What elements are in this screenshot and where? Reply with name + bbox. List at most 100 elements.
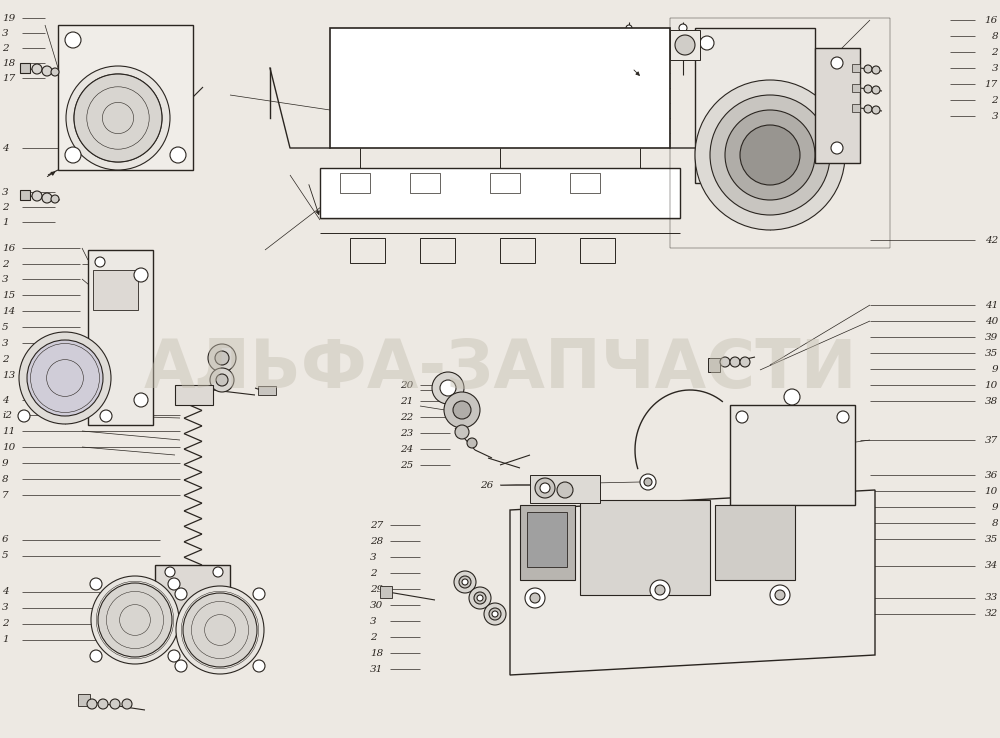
Bar: [580, 500, 710, 595]
Text: 14: 14: [2, 306, 15, 316]
Circle shape: [864, 85, 872, 93]
Circle shape: [525, 588, 545, 608]
Text: 1: 1: [2, 635, 9, 644]
Circle shape: [444, 392, 480, 428]
Text: 6: 6: [2, 536, 9, 545]
Circle shape: [710, 95, 830, 215]
Circle shape: [650, 580, 670, 600]
Text: 3: 3: [370, 553, 377, 562]
Text: 37: 37: [985, 435, 998, 444]
Circle shape: [32, 191, 42, 201]
Text: 9: 9: [991, 503, 998, 511]
Text: 17: 17: [985, 80, 998, 89]
Bar: [340, 173, 370, 193]
Text: 10: 10: [985, 486, 998, 495]
Bar: [730, 405, 855, 505]
Circle shape: [725, 110, 815, 200]
Circle shape: [530, 593, 540, 603]
Bar: [380, 586, 392, 598]
Text: 16: 16: [985, 15, 998, 24]
Circle shape: [51, 68, 59, 76]
Circle shape: [640, 474, 656, 490]
Circle shape: [872, 106, 880, 114]
Text: 8: 8: [2, 475, 9, 483]
Bar: [500, 238, 535, 263]
Circle shape: [27, 340, 103, 416]
Circle shape: [625, 36, 633, 44]
Bar: [330, 28, 670, 148]
Text: 17: 17: [2, 74, 15, 83]
Circle shape: [740, 357, 750, 367]
Circle shape: [90, 578, 102, 590]
Circle shape: [208, 344, 236, 372]
Polygon shape: [510, 490, 875, 675]
Text: 18: 18: [2, 58, 15, 67]
Text: 2: 2: [2, 354, 9, 364]
Circle shape: [18, 410, 30, 422]
Text: 26: 26: [480, 480, 493, 489]
Circle shape: [95, 257, 105, 267]
Bar: [175, 385, 213, 405]
Bar: [852, 104, 860, 112]
Circle shape: [469, 587, 491, 609]
Bar: [708, 358, 720, 372]
Bar: [258, 386, 276, 395]
Circle shape: [700, 161, 714, 175]
Circle shape: [459, 576, 471, 588]
Circle shape: [65, 147, 81, 163]
Text: 34: 34: [985, 562, 998, 570]
Bar: [93, 270, 138, 310]
Circle shape: [784, 389, 800, 405]
Bar: [410, 173, 440, 193]
Circle shape: [134, 268, 148, 282]
Bar: [695, 28, 815, 183]
Circle shape: [730, 357, 740, 367]
Circle shape: [695, 80, 845, 230]
Circle shape: [165, 567, 175, 577]
Text: 23: 23: [400, 429, 413, 438]
Bar: [570, 173, 600, 193]
Text: 3: 3: [2, 604, 9, 613]
Circle shape: [183, 593, 257, 667]
Bar: [670, 18, 890, 248]
Text: 2: 2: [2, 44, 9, 52]
Circle shape: [700, 36, 714, 50]
Circle shape: [253, 660, 265, 672]
Text: 9: 9: [2, 458, 9, 467]
Circle shape: [831, 57, 843, 69]
Bar: [490, 173, 520, 193]
Circle shape: [679, 48, 687, 56]
Circle shape: [455, 425, 469, 439]
Circle shape: [176, 586, 264, 674]
Bar: [350, 238, 385, 263]
Circle shape: [872, 66, 880, 74]
Text: 1: 1: [2, 218, 9, 227]
Bar: [670, 30, 700, 60]
Text: 4: 4: [2, 143, 9, 153]
Ellipse shape: [747, 420, 837, 490]
Text: 35: 35: [985, 534, 998, 543]
Text: 16: 16: [2, 244, 15, 252]
Text: 27: 27: [370, 520, 383, 529]
Circle shape: [213, 567, 223, 577]
Circle shape: [122, 699, 132, 709]
Circle shape: [175, 588, 187, 600]
Text: 7: 7: [2, 491, 9, 500]
Text: 19: 19: [2, 13, 15, 22]
Text: 3: 3: [2, 339, 9, 348]
Circle shape: [679, 24, 687, 32]
Text: 9: 9: [991, 365, 998, 373]
Text: 29: 29: [370, 584, 383, 593]
Text: 3: 3: [991, 63, 998, 72]
Circle shape: [168, 578, 180, 590]
Circle shape: [91, 576, 179, 664]
Circle shape: [432, 372, 464, 404]
Text: 24: 24: [400, 444, 413, 453]
Bar: [527, 512, 567, 567]
Text: 2: 2: [991, 47, 998, 57]
Circle shape: [98, 699, 108, 709]
Bar: [420, 238, 455, 263]
Text: 3: 3: [370, 616, 377, 626]
Bar: [852, 64, 860, 72]
Text: 2: 2: [370, 568, 377, 578]
